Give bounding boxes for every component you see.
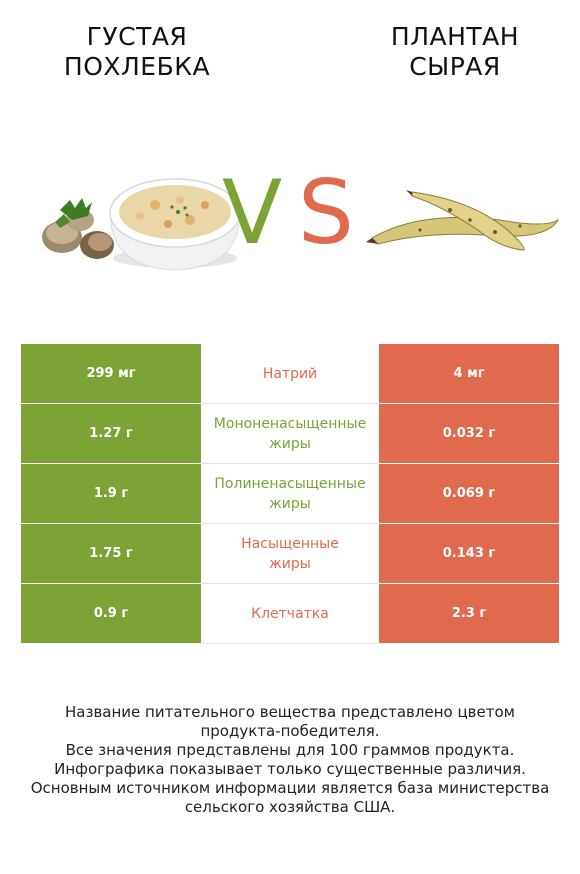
left-value-cell: 1.75 г	[21, 524, 201, 583]
footnote-line: Инфографика показывает только существенн…	[54, 760, 526, 778]
comparison-table: 299 мг Натрий 4 мг 1.27 г Мононенасыщенные ж…	[21, 344, 559, 644]
table-row: 1.9 г Полиненасыщенные жиры 0.069 г	[21, 464, 559, 524]
plantain-image	[366, 190, 560, 251]
table-row: 1.27 г Мононенасыщенные жиры 0.032 г	[21, 404, 559, 464]
footnote: Название питательного вещества представл…	[20, 703, 560, 817]
hero-illustrations	[42, 178, 560, 271]
nutrient-label: Мононенасыщенные жиры	[213, 415, 367, 452]
table-row: 0.9 г Клетчатка 2.3 г	[21, 584, 559, 644]
chowder-image	[42, 178, 241, 271]
row-divider	[201, 643, 379, 644]
right-value-cell: 4 мг	[379, 344, 559, 403]
nutrient-label: Клетчатка	[251, 605, 329, 622]
left-value-cell: 1.9 г	[21, 464, 201, 523]
right-food-title: ПЛАНТАН СЫРАЯ	[390, 22, 520, 81]
row-divider	[201, 403, 379, 404]
table-row: 1.75 г Насыщенные жиры 0.143 г	[21, 524, 559, 584]
nutrient-label: Натрий	[262, 365, 318, 382]
right-value-cell: 0.143 г	[379, 524, 559, 583]
nutrient-label: Насыщенные жиры	[241, 535, 339, 572]
left-value-cell: 0.9 г	[21, 584, 201, 643]
right-value-cell: 0.069 г	[379, 464, 559, 523]
footnote-line: сельского хозяйства США.	[184, 798, 396, 816]
row-divider	[201, 583, 379, 584]
vs-letter-s: S	[298, 161, 354, 264]
left-food-title: ГУСТАЯ ПОХЛЕБКА	[63, 22, 211, 81]
footnote-line: Название питательного вещества представл…	[65, 703, 515, 721]
nutrient-label: Полиненасыщенные жиры	[214, 475, 366, 512]
left-value-cell: 1.27 г	[21, 404, 201, 463]
row-divider	[201, 463, 379, 464]
vs-letter-v: V	[222, 161, 283, 264]
footnote-line: Все значения представлены для 100 граммо…	[65, 741, 515, 759]
footnote-line: Основным источником информации является …	[30, 779, 550, 797]
footnote-line: продукта-победителя.	[200, 722, 380, 740]
right-value-cell: 0.032 г	[379, 404, 559, 463]
table-row: 299 мг Натрий 4 мг	[21, 344, 559, 404]
right-value-cell: 2.3 г	[379, 584, 559, 643]
row-divider	[201, 523, 379, 524]
left-value-cell: 299 мг	[21, 344, 201, 403]
